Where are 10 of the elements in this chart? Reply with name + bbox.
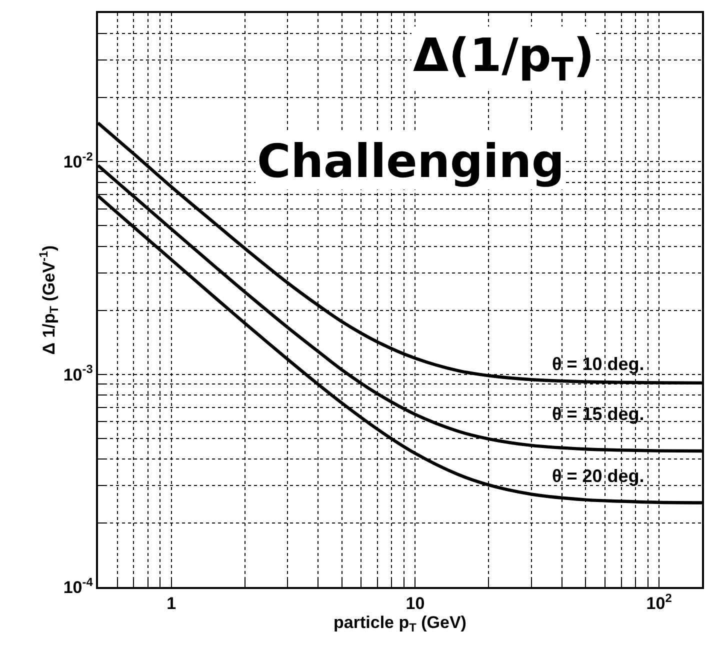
annotation: θ = 20 deg. [552, 466, 644, 486]
annotation: Δ(1/p$_{T}$) [413, 28, 594, 89]
x-tick-label: 10$^{2}$ [646, 591, 672, 614]
y-tick-label: 10$^{-3}$ [63, 362, 94, 384]
y-tick-label: 10$^{-2}$ [63, 149, 94, 172]
x-tick-label: 1 [166, 594, 176, 614]
annotation: Challenging [257, 134, 564, 188]
x-axis-title: particle p$_{T}$ (GeV) [334, 613, 466, 635]
x-tick-label: 10 [406, 594, 425, 614]
y-tick-label: 10$^{-4}$ [63, 574, 94, 597]
